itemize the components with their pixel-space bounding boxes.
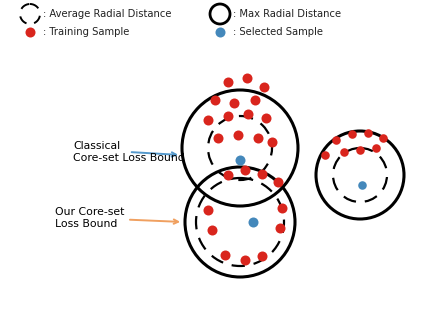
Point	[216, 30, 223, 35]
Point	[225, 173, 231, 178]
Point	[245, 111, 251, 116]
Point	[236, 158, 243, 163]
Point	[235, 133, 242, 138]
Point	[225, 114, 231, 119]
Point	[262, 115, 269, 120]
Point	[204, 207, 211, 212]
Point	[26, 30, 33, 35]
Point	[212, 98, 219, 103]
Point	[225, 80, 231, 85]
Point	[259, 172, 265, 177]
Point	[348, 131, 355, 136]
Text: : Average Radial Distance: : Average Radial Distance	[43, 9, 172, 19]
Point	[204, 118, 211, 123]
Point	[252, 98, 259, 103]
Point	[359, 183, 366, 188]
Point	[242, 257, 248, 262]
Point	[380, 135, 386, 140]
Text: : Max Radial Distance: : Max Radial Distance	[233, 9, 341, 19]
Point	[341, 149, 348, 154]
Point	[333, 138, 340, 143]
Point	[322, 153, 328, 158]
Point	[276, 226, 283, 231]
Point	[244, 76, 250, 80]
Text: : Selected Sample: : Selected Sample	[233, 27, 323, 37]
Point	[261, 85, 268, 90]
Point	[275, 179, 282, 184]
Point	[242, 168, 248, 173]
Point	[373, 145, 380, 150]
Point	[255, 135, 262, 140]
Point	[268, 139, 275, 144]
Point	[209, 227, 216, 232]
Text: Our Core-set
Loss Bound: Our Core-set Loss Bound	[55, 207, 178, 229]
Point	[259, 254, 265, 259]
Point	[230, 100, 237, 105]
Point	[222, 252, 228, 257]
Text: Classical
Core-set Loss Bound: Classical Core-set Loss Bound	[73, 141, 185, 163]
Text: : Training Sample: : Training Sample	[43, 27, 130, 37]
Point	[279, 206, 285, 211]
Point	[365, 130, 371, 135]
Point	[250, 220, 256, 225]
Point	[215, 135, 222, 140]
Point	[357, 148, 363, 153]
